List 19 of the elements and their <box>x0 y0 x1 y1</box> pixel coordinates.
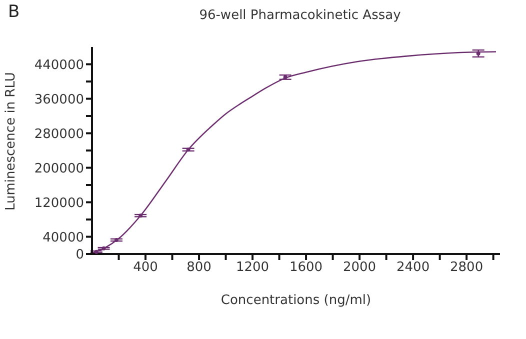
y-tick-label: 360000 <box>34 92 84 108</box>
chart-title: 96-well Pharmacokinetic Assay <box>198 8 402 23</box>
x-tick-label: 1200 <box>236 260 270 276</box>
y-axis-title: Luminescence in RLU <box>4 72 19 210</box>
line-series <box>92 51 497 254</box>
text: B <box>8 2 20 22</box>
x-tick-label: 2400 <box>396 260 430 276</box>
y-tick-label: 440000 <box>34 58 84 73</box>
y-tick-label: 120000 <box>34 196 84 211</box>
x-tick-label: 2800 <box>450 260 484 276</box>
x-tick-label: 400 <box>133 260 158 276</box>
x-axis-title: Concentrations (ng/ml) <box>220 293 372 308</box>
y-tick-label: 40000 <box>42 230 84 246</box>
y-tick-label: 0 <box>76 248 84 263</box>
x-tick-label: 800 <box>186 260 212 276</box>
x-tick-label: 1600 <box>289 260 323 276</box>
y-tick-label: 280000 <box>34 126 84 142</box>
y-tick-label: 200000 <box>34 161 84 176</box>
x-tick-label: 2000 <box>342 260 376 276</box>
